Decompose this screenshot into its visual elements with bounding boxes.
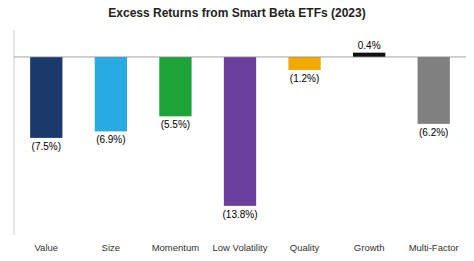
zero-line	[14, 56, 466, 57]
bar	[95, 57, 127, 131]
x-tick-label: Value	[34, 242, 58, 253]
bar	[224, 57, 256, 206]
data-label: (6.9%)	[96, 134, 125, 145]
bar	[159, 57, 191, 116]
data-label: (1.2%)	[290, 73, 319, 84]
bar	[418, 57, 450, 124]
chart-container: Excess Returns from Smart Beta ETFs (202…	[0, 0, 474, 261]
data-label: (6.2%)	[419, 127, 448, 138]
data-label: (7.5%)	[32, 141, 61, 152]
data-label: (13.8%)	[222, 209, 257, 220]
x-tick-label: Low Volatility	[213, 242, 268, 253]
y-axis-line	[14, 30, 15, 235]
x-tick-label: Quality	[290, 242, 320, 253]
bar	[30, 57, 62, 138]
bar	[288, 57, 320, 70]
bar	[353, 53, 385, 57]
chart-title: Excess Returns from Smart Beta ETFs (202…	[108, 6, 365, 20]
data-label: (5.5%)	[161, 119, 190, 130]
chart-svg: Excess Returns from Smart Beta ETFs (202…	[0, 0, 474, 261]
x-tick-label: Momentum	[152, 242, 200, 253]
bars	[30, 53, 450, 206]
data-label: 0.4%	[358, 40, 381, 51]
x-tick-label: Size	[102, 242, 120, 253]
x-tick-label: Multi-Factor	[409, 242, 459, 253]
x-tick-label: Growth	[354, 242, 385, 253]
